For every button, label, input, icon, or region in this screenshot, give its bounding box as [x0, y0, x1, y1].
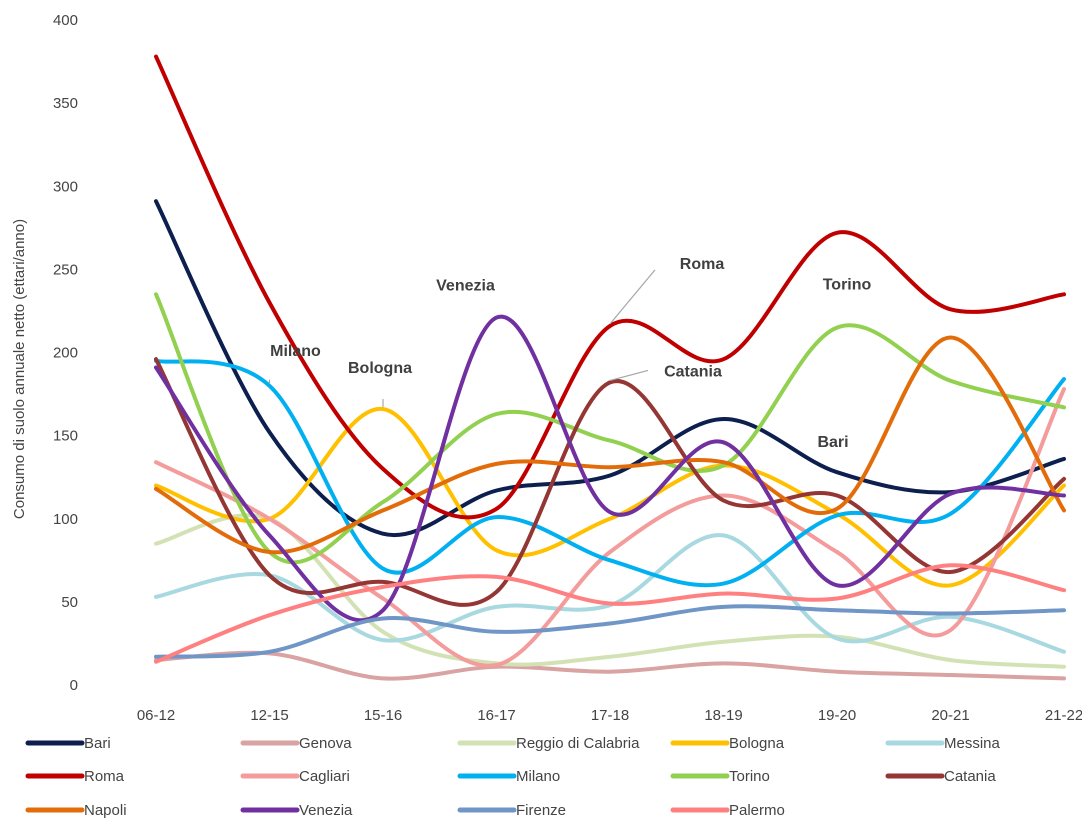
- series-line-milano: [154, 358, 1066, 588]
- y-tick-label: 50: [61, 594, 78, 611]
- y-axis-label: Consumo di suolo annuale netto (ettari/a…: [11, 219, 28, 519]
- series-line-genova: [154, 650, 1066, 681]
- legend-label: Bari: [84, 735, 111, 752]
- y-tick-label: 200: [53, 345, 78, 362]
- legend-label: Messina: [944, 735, 1001, 752]
- x-tick-label: 15-16: [364, 707, 402, 724]
- legend-item-bologna: Bologna: [670, 735, 785, 752]
- annotation-roma: Roma: [680, 256, 725, 273]
- legend-label: Catania: [944, 768, 996, 785]
- legend-label: Genova: [299, 735, 352, 752]
- annotation-bologna: Bologna: [348, 360, 412, 377]
- legend-item-roma: Roma: [25, 768, 125, 785]
- legend-item-bari: Bari: [25, 735, 111, 752]
- y-tick-label: 250: [53, 261, 78, 278]
- annotation-torino: Torino: [823, 277, 872, 294]
- x-tick-label: 20-21: [931, 707, 969, 724]
- series-line-catania: [154, 357, 1066, 607]
- legend-item-messina: Messina: [885, 735, 1001, 752]
- series-lines: [154, 54, 1066, 681]
- annotation-bari: Bari: [817, 434, 848, 451]
- y-tick-label: 300: [53, 178, 78, 195]
- x-tick-label: 16-17: [477, 707, 515, 724]
- annotation-leader-line: [609, 369, 649, 382]
- legend-item-firenze: Firenze: [457, 802, 566, 819]
- x-tick-label: 17-18: [591, 707, 629, 724]
- legend-item-genova: Genova: [240, 735, 352, 752]
- y-tick-label: 0: [70, 677, 78, 694]
- y-tick-label: 350: [53, 95, 78, 112]
- legend-label: Reggio di Calabria: [516, 735, 640, 752]
- series-line-firenze: [154, 604, 1066, 659]
- legend-label: Napoli: [84, 802, 127, 819]
- annotation-leader-line: [609, 269, 656, 325]
- series-line-roma: [154, 54, 1066, 520]
- series-line-palermo: [154, 563, 1066, 664]
- x-tick-label: 19-20: [818, 707, 856, 724]
- legend-item-milano: Milano: [457, 768, 560, 785]
- legend-item-reggio-di-calabria: Reggio di Calabria: [457, 735, 640, 752]
- x-axis-ticks: 06-12 12-15 15-16 16-17 17-18 18-19 19-20 20-21…: [137, 707, 1082, 724]
- legend-item-napoli: Napoli: [25, 802, 127, 819]
- y-tick-label: 100: [53, 511, 78, 528]
- legend-label: Torino: [729, 768, 770, 785]
- series-line-messina: [154, 533, 1066, 654]
- legend: Bari Genova Reggio di Calabria Bologna Messi…: [25, 735, 1001, 819]
- legend-item-palermo: Palermo: [670, 802, 785, 819]
- y-tick-label: 400: [53, 12, 78, 29]
- legend-item-cagliari: Cagliari: [240, 768, 350, 785]
- legend-label: Venezia: [299, 802, 353, 819]
- annotations: Milano Bologna Venezia Roma Catania Torino Bar…: [268, 256, 872, 451]
- annotation-milano: Milano: [270, 343, 321, 360]
- legend-label: Milano: [516, 768, 560, 785]
- legend-label: Palermo: [729, 802, 785, 819]
- x-tick-label: 06-12: [137, 707, 175, 724]
- annotation-venezia: Venezia: [436, 278, 495, 295]
- x-tick-label: 12-15: [250, 707, 288, 724]
- legend-item-torino: Torino: [670, 768, 770, 785]
- legend-label: Bologna: [729, 735, 785, 752]
- series-line-bari: [154, 199, 1066, 538]
- series-line-napoli: [154, 335, 1066, 555]
- series-line-venezia: [154, 314, 1066, 623]
- legend-label: Firenze: [516, 802, 566, 819]
- y-axis-ticks: 0 50 100 150 200 250 300 350 400: [53, 12, 78, 694]
- y-tick-label: 150: [53, 428, 78, 445]
- legend-label: Cagliari: [299, 768, 350, 785]
- legend-item-catania: Catania: [885, 768, 996, 785]
- annotation-catania: Catania: [664, 363, 722, 380]
- y-axis-label-group: Consumo di suolo annuale netto (ettari/a…: [11, 219, 28, 519]
- x-tick-label: 18-19: [704, 707, 742, 724]
- legend-label: Roma: [84, 768, 125, 785]
- x-tick-label: 21-22: [1045, 707, 1082, 724]
- legend-item-venezia: Venezia: [240, 802, 353, 819]
- series-line-bologna: [154, 406, 1066, 588]
